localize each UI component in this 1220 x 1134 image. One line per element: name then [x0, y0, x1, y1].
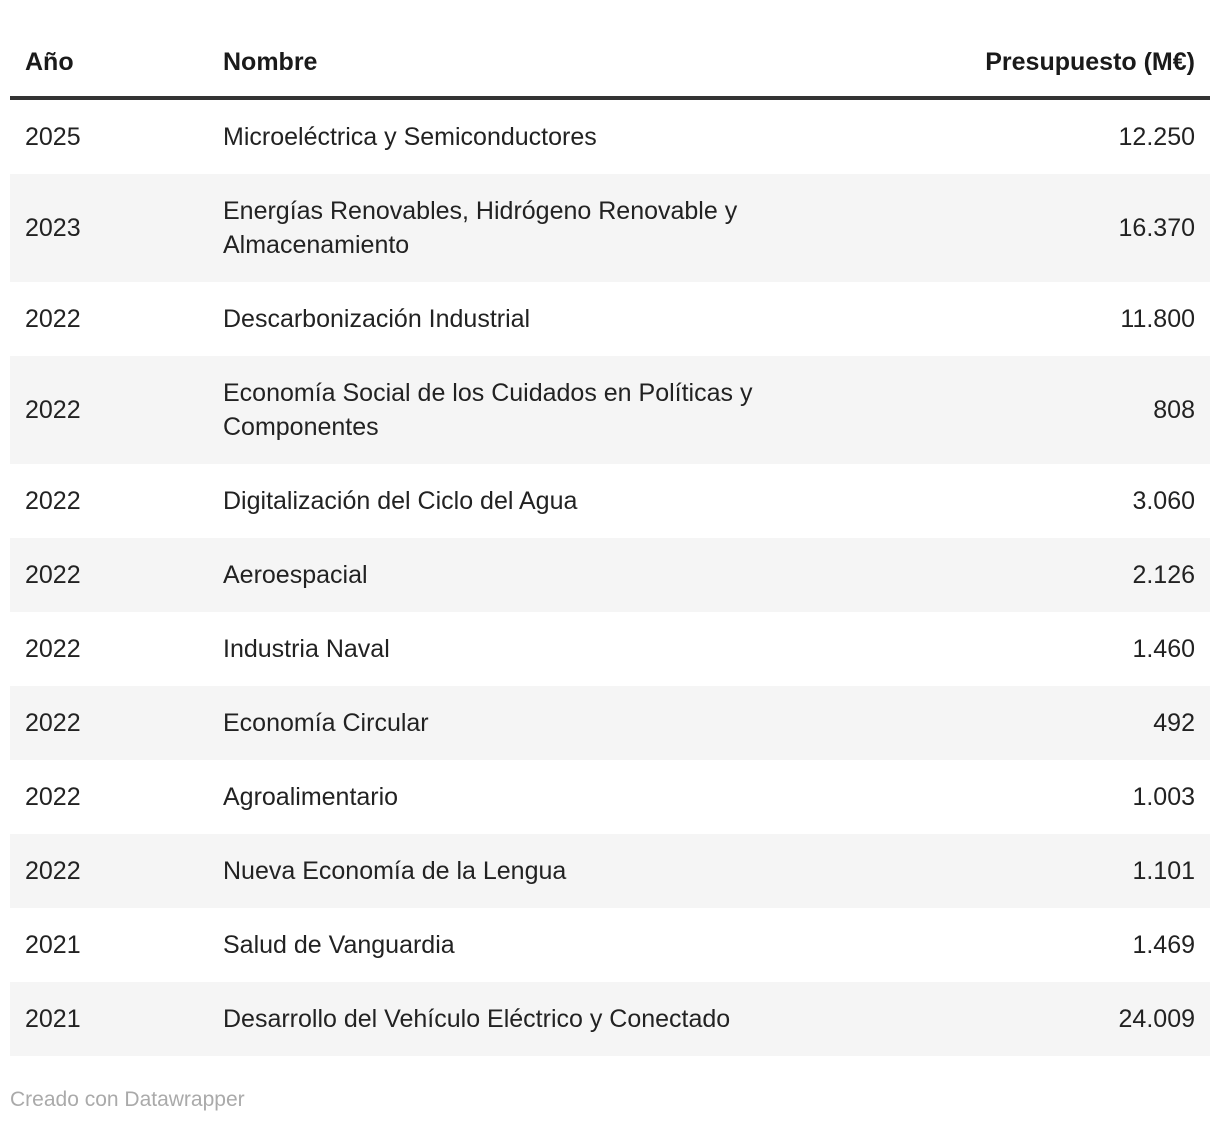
name-cell: Digitalización del Ciclo del Agua [223, 487, 578, 515]
budget-cell: 16.370 [1118, 214, 1195, 242]
year-cell: 2022 [25, 783, 81, 811]
table-row: 2025 Microeléctrica y Semiconductores 12.2… [10, 98, 1210, 174]
budget-cell: 11.800 [1120, 305, 1195, 333]
budget-cell: 3.060 [1132, 487, 1195, 515]
budget-cell: 808 [1153, 396, 1195, 424]
name-cell: Salud de Vanguardia [223, 931, 455, 959]
table-row: 2022 Agroalimentario 1.003 [10, 760, 1210, 834]
year-cell: 2022 [25, 857, 81, 885]
year-cell: 2023 [25, 214, 81, 242]
table-row: 2022 Aeroespacial 2.126 [10, 538, 1210, 612]
column-header-name: Nombre [223, 48, 318, 76]
year-cell: 2022 [25, 487, 81, 515]
budget-cell: 492 [1153, 709, 1195, 737]
name-cell: Industria Naval [223, 635, 390, 663]
budget-cell: 12.250 [1118, 123, 1195, 151]
year-cell: 2022 [25, 561, 81, 589]
name-cell: Energías Renovables, Hidrógeno Renovable… [223, 197, 738, 259]
table-body: 2025 Microeléctrica y Semiconductores 12.2… [10, 98, 1210, 1056]
budget-cell: 1.460 [1132, 635, 1195, 663]
table-row: 2023 Energías Renovables, Hidrógeno Renov… [10, 174, 1210, 282]
name-cell: Agroalimentario [223, 783, 399, 811]
budget-cell: 1.101 [1132, 857, 1195, 885]
table-row: 2022 Descarbonización Industrial 11.800 [10, 282, 1210, 356]
budget-cell: 24.009 [1118, 1005, 1195, 1033]
name-cell: Economía Circular [223, 709, 429, 737]
data-table: Año Nombre Presupuesto (M€) 2025 Microelé… [10, 34, 1210, 1056]
column-header-year: Año [25, 48, 74, 76]
year-cell: 2022 [25, 305, 81, 333]
table-row: 2022 Digitalización del Ciclo del Agua 3.0… [10, 464, 1210, 538]
table-row: 2022 Economía Circular 492 [10, 686, 1210, 760]
table-row: 2021 Salud de Vanguardia 1.469 [10, 908, 1210, 982]
year-cell: 2021 [25, 931, 81, 959]
name-cell: Desarrollo del Vehículo Eléctrico y Cone… [223, 1005, 731, 1033]
name-cell: Aeroespacial [223, 561, 368, 589]
year-cell: 2022 [25, 396, 81, 424]
budget-cell: 1.003 [1132, 783, 1195, 811]
year-cell: 2022 [25, 635, 81, 663]
table-row: 2022 Nueva Economía de la Lengua 1.101 [10, 834, 1210, 908]
name-cell: Economía Social de los Cuidados en Polít… [223, 379, 753, 441]
table-header-row: Año Nombre Presupuesto (M€) [10, 34, 1210, 98]
budget-cell: 2.126 [1132, 561, 1195, 589]
column-header-budget: Presupuesto (M€) [985, 48, 1195, 76]
budget-cell: 1.469 [1132, 931, 1195, 959]
attribution-footer: Creado con Datawrapper [10, 1088, 1210, 1134]
table-row: 2022 Industria Naval 1.460 [10, 612, 1210, 686]
table-header: Año Nombre Presupuesto (M€) [10, 34, 1210, 98]
name-cell: Descarbonización Industrial [223, 305, 531, 333]
name-cell: Nueva Economía de la Lengua [223, 857, 567, 885]
table-row: 2022 Economía Social de los Cuidados en P… [10, 356, 1210, 464]
year-cell: 2025 [25, 123, 81, 151]
year-cell: 2022 [25, 709, 81, 737]
year-cell: 2021 [25, 1005, 81, 1033]
name-cell: Microeléctrica y Semiconductores [223, 123, 597, 151]
table-row: 2021 Desarrollo del Vehículo Eléctrico y … [10, 982, 1210, 1056]
datawrapper-attribution-link[interactable]: Creado con Datawrapper [10, 1088, 245, 1111]
